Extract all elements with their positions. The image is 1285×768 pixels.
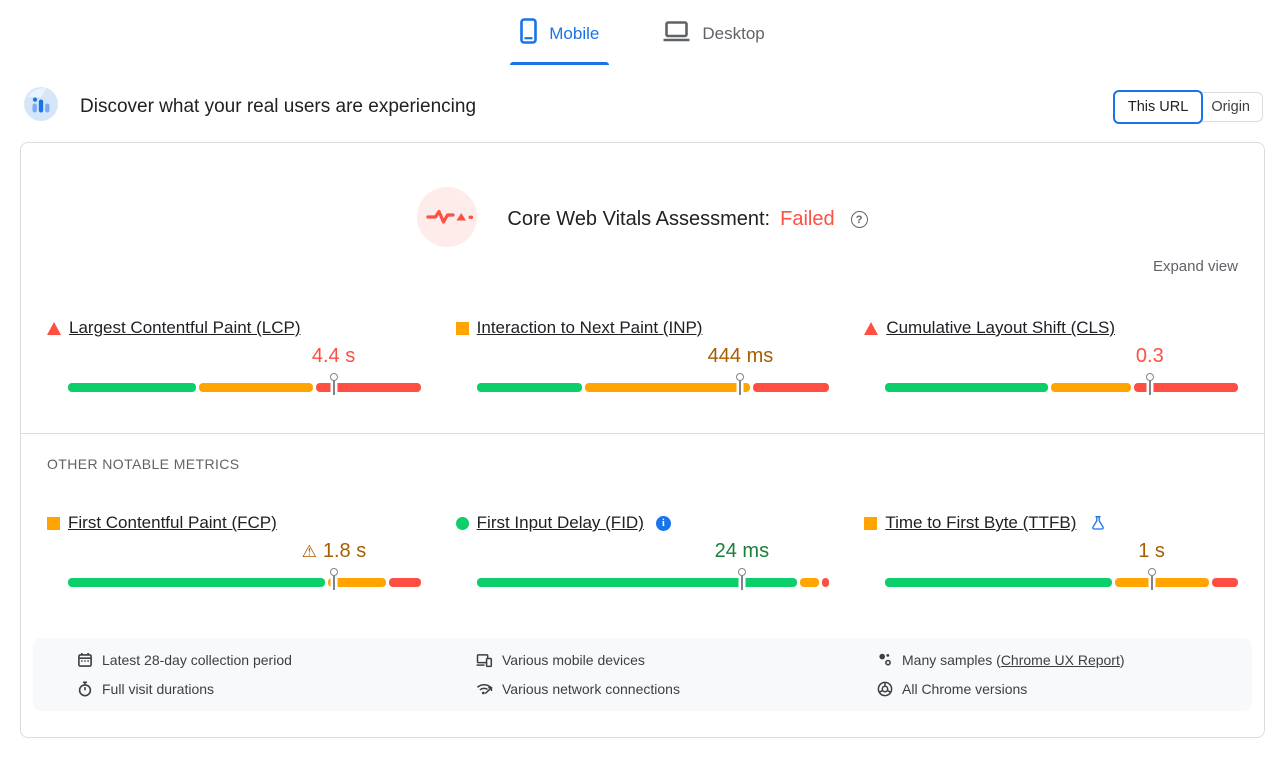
- data-source-label: All Chrome versions: [902, 681, 1028, 697]
- metric-lcp-link[interactable]: Largest Contentful Paint (LCP): [69, 318, 301, 337]
- cwv-verdict: Failed: [780, 208, 835, 230]
- tab-mobile[interactable]: Mobile: [510, 14, 610, 65]
- status-poor-icon: [864, 321, 879, 335]
- bar-segment-good: [476, 578, 798, 587]
- bar-segment-ni: [800, 578, 820, 587]
- bar-segment-good: [885, 578, 1113, 587]
- bar-segment-poor: [753, 383, 830, 392]
- tab-mobile-label: Mobile: [549, 23, 600, 43]
- bar-segment-poor: [315, 383, 421, 392]
- cwv-assessment-header: Core Web Vitals Assessment: Failed ?: [21, 187, 1264, 252]
- network-icon: [476, 681, 493, 697]
- data-source-item: Various network connections: [476, 681, 876, 697]
- metric-inp-value: 444 ms: [707, 345, 774, 367]
- data-source-item: Latest 28-day collection period: [76, 652, 476, 668]
- this-url-button[interactable]: This URL: [1112, 89, 1204, 124]
- data-source-item: Full visit durations: [76, 681, 476, 697]
- field-data-title: Discover what your real users are experi…: [80, 95, 477, 117]
- desktop-icon: [663, 20, 690, 47]
- mobile-icon: [520, 18, 538, 49]
- devices-icon: [476, 652, 493, 668]
- metric-inp-bar: [476, 383, 830, 392]
- bar-segment-good: [885, 383, 1049, 392]
- data-source-label: Full visit durations: [102, 681, 215, 697]
- help-icon[interactable]: ?: [850, 211, 868, 228]
- bar-segment-ni: [327, 578, 387, 587]
- data-source-item: Various mobile devices: [476, 652, 876, 668]
- data-source-item: All Chrome versions: [876, 681, 1252, 697]
- metric-ttfb-bar: [885, 578, 1238, 587]
- metric-cls-link[interactable]: Cumulative Layout Shift (CLS): [886, 318, 1115, 337]
- data-source-label: Various network connections: [502, 681, 680, 697]
- cwv-assessment-title: Core Web Vitals Assessment:: [507, 208, 771, 230]
- tab-desktop[interactable]: Desktop: [657, 14, 770, 65]
- scope-toggle: This URL Origin: [1112, 89, 1263, 124]
- data-source-label: Latest 28-day collection period: [102, 652, 292, 668]
- status-ni-icon: [864, 516, 878, 530]
- field-data-card: Core Web Vitals Assessment: Failed ? Exp…: [20, 142, 1265, 738]
- active-tab-indicator: [510, 62, 610, 65]
- bar-segment-poor: [389, 578, 421, 587]
- other-metrics-heading: OTHER NOTABLE METRICS: [47, 456, 240, 472]
- bar-segment-good: [68, 578, 325, 587]
- metric-fcp: First Contentful Paint (FCP) ⚠ 1.8 s: [47, 510, 421, 592]
- bar-segment-ni: [1051, 383, 1131, 392]
- device-tabs: Mobile Desktop: [0, 0, 1285, 65]
- other-metrics-row: First Contentful Paint (FCP) ⚠ 1.8 s Firs…: [21, 510, 1264, 592]
- bar-segment-good: [68, 383, 196, 392]
- status-ni-icon: [47, 516, 60, 530]
- metric-fid-value: 24 ms: [714, 540, 770, 562]
- metric-cls-value: 0.3: [1135, 345, 1164, 367]
- data-sources: Latest 28-day collection period Various m…: [33, 638, 1252, 711]
- status-poor-icon: [47, 321, 61, 335]
- data-source-item: Many samples (Chrome UX Report): [876, 652, 1252, 668]
- calendar-icon: [76, 652, 93, 668]
- warning-icon: ⚠: [301, 542, 317, 561]
- metric-inp: Interaction to Next Paint (INP) 444 ms: [455, 315, 830, 397]
- metric-fid: First Input Delay (FID) i 24 ms: [455, 510, 830, 592]
- metric-ttfb-link[interactable]: Time to First Byte (TTFB): [885, 513, 1077, 532]
- section-divider: [21, 433, 1264, 434]
- expand-view-button[interactable]: Expand view: [1152, 258, 1238, 275]
- data-source-label: Many samples (Chrome UX Report): [902, 652, 1125, 668]
- cwv-heartbeat-icon: [417, 187, 478, 252]
- chrome-icon: [876, 681, 893, 697]
- samples-icon: [876, 652, 893, 668]
- status-ni-icon: [455, 321, 469, 335]
- metric-lcp-bar: [68, 383, 421, 392]
- info-icon[interactable]: i: [655, 515, 671, 531]
- core-web-vitals-row: Largest Contentful Paint (LCP) 4.4 s Int…: [21, 315, 1264, 397]
- field-data-avatar-icon: [24, 87, 58, 126]
- metric-fid-bar: [476, 578, 830, 587]
- chrome-ux-report-link[interactable]: Chrome UX Report: [1000, 652, 1120, 668]
- origin-button[interactable]: Origin: [1198, 91, 1263, 122]
- bar-segment-ni: [198, 383, 313, 392]
- metric-lcp: Largest Contentful Paint (LCP) 4.4 s: [47, 315, 421, 397]
- metric-cls-bar: [885, 383, 1238, 392]
- metric-ttfb: Time to First Byte (TTFB) 1 s: [864, 510, 1238, 592]
- bar-segment-good: [476, 383, 582, 392]
- metric-ttfb-value: 1 s: [1138, 540, 1165, 562]
- tab-desktop-label: Desktop: [702, 23, 765, 43]
- metric-inp-link[interactable]: Interaction to Next Paint (INP): [476, 318, 703, 337]
- bar-segment-poor: [822, 578, 830, 587]
- experimental-flask-icon[interactable]: [1090, 515, 1106, 531]
- bar-segment-poor: [1133, 383, 1238, 392]
- data-source-label: Various mobile devices: [502, 652, 645, 668]
- status-good-icon: [455, 516, 469, 530]
- stopwatch-icon: [76, 681, 93, 697]
- metric-fcp-bar: [68, 578, 421, 587]
- metric-cls: Cumulative Layout Shift (CLS) 0.3: [864, 315, 1238, 397]
- metric-fcp-value: ⚠ 1.8 s: [301, 540, 367, 562]
- bar-segment-poor: [1212, 578, 1238, 587]
- metric-lcp-value: 4.4 s: [311, 345, 356, 367]
- metric-fid-link[interactable]: First Input Delay (FID): [476, 513, 644, 532]
- bar-segment-ni: [1115, 578, 1209, 587]
- metric-fcp-link[interactable]: First Contentful Paint (FCP): [68, 513, 277, 532]
- field-data-header: Discover what your real users are experi…: [24, 87, 1263, 126]
- bar-segment-ni: [584, 383, 751, 392]
